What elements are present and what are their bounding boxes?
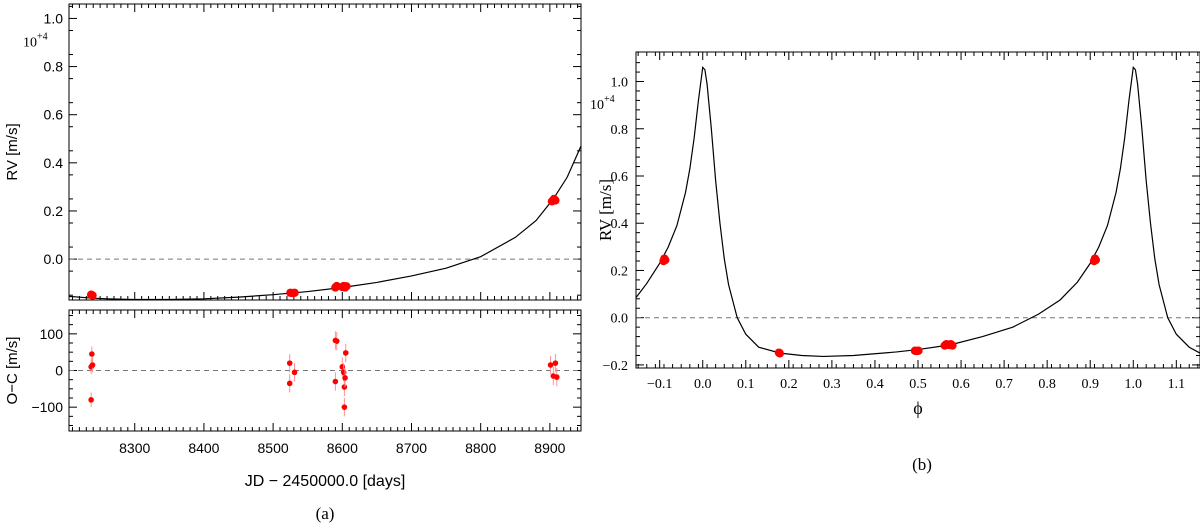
phase-x-tick-label: 0.4 <box>866 377 884 392</box>
phase-ytick-labels: −0.2 0.0 0.2 0.4 0.6 0.8 1.0 <box>603 76 628 374</box>
phase-x-tick-label: 0.5 <box>909 377 927 392</box>
rv-point <box>342 282 351 291</box>
residual-point <box>340 369 347 376</box>
bottom-x-tick-label: 8300 <box>119 440 150 456</box>
residual-point <box>342 375 348 381</box>
phase-y-tick-label: 0.4 <box>611 217 629 232</box>
phase-x-tick-label: 0.3 <box>823 377 841 392</box>
residual-point <box>89 351 95 357</box>
phase-plot-frame <box>635 51 1200 369</box>
phase-model-curve <box>635 65 1200 358</box>
bottom-x-tick-label: 8400 <box>188 440 219 456</box>
top-y-tick-label: 0.2 <box>44 203 64 219</box>
residual-point <box>332 337 339 344</box>
phase-y-tick-label: 1.0 <box>611 76 629 91</box>
phase-multiplier: 10+4 <box>590 94 615 113</box>
bottom-x-tick-label: 8800 <box>465 440 496 456</box>
rv-point <box>290 288 299 297</box>
top-model-curve <box>68 145 582 301</box>
phase-x-tick-label: 0.1 <box>737 377 755 392</box>
top-ylabel: RV [m/s] <box>4 123 21 180</box>
bottom-xlabel: JD − 2450000.0 [days] <box>245 473 406 490</box>
rv-point <box>88 291 97 300</box>
phase-ylabel: RV [m/s] <box>596 179 615 241</box>
rv-point <box>551 196 560 205</box>
bottom-xtick-labels: 8300 8400 8500 8600 8700 8800 8900 <box>119 440 565 456</box>
bottom-x-tick-label: 8700 <box>396 440 427 456</box>
phase-point <box>661 255 670 265</box>
top-y-tick-label: 0.4 <box>44 155 64 171</box>
top-plot-frame <box>68 3 582 301</box>
phase-x-tick-label: 0.9 <box>1081 377 1099 392</box>
residual-point <box>339 364 346 370</box>
caption-b: (b) <box>912 455 932 474</box>
phase-x-tick-label: 0.2 <box>780 377 798 392</box>
residual-point <box>332 378 339 385</box>
phase-point <box>914 346 923 355</box>
residual-panel: −100 0 100 8300 8400 8500 8600 8700 8800 8900 O−… <box>4 309 582 490</box>
top-y-tick-label: 0.0 <box>44 251 64 267</box>
phase-point <box>948 341 957 350</box>
bottom-plot-frame <box>68 309 582 432</box>
bottom-y-tick-label: 0 <box>55 363 63 379</box>
top-ytick-labels: 0.0 0.2 0.4 0.6 0.8 1.0 <box>44 10 64 267</box>
phase-y-tick-label: −0.2 <box>603 359 628 374</box>
bottom-x-tick-label: 8500 <box>258 440 289 456</box>
phase-point <box>1091 255 1101 265</box>
residual-point <box>547 362 554 368</box>
residual-point <box>342 350 349 356</box>
bottom-x-tick-label: 8900 <box>534 440 565 456</box>
phase-axis-ticks <box>636 52 1200 368</box>
top-multiplier: 10+4 <box>23 31 48 50</box>
residual-point <box>286 380 293 387</box>
residual-point <box>286 360 293 366</box>
top-y-tick-label: 0.8 <box>44 59 64 75</box>
bottom-y-tick-label: 100 <box>40 326 64 342</box>
bottom-residual-points <box>88 331 560 417</box>
residual-point <box>89 362 96 368</box>
residual-point <box>341 384 348 390</box>
phase-xlabel: ϕ <box>913 398 922 418</box>
phase-x-tick-label: 1.1 <box>1168 377 1186 392</box>
phase-x-tick-label: 0.6 <box>952 377 970 392</box>
bottom-ylabel: O−C [m/s] <box>4 337 21 405</box>
phase-x-tick-label: −0.1 <box>647 377 672 392</box>
phase-y-tick-label: 0.6 <box>611 170 629 185</box>
phase-xtick-labels: −0.1 0.0 0.1 0.2 0.3 0.4 0.5 0.6 0.7 0.8 0.9 1.0 1.1 <box>647 377 1185 392</box>
top-y-tick-label: 0.6 <box>44 107 64 123</box>
bottom-ytick-labels: −100 0 100 <box>31 326 63 415</box>
phase-y-tick-label: 0.2 <box>611 264 629 279</box>
top-y-tick-label: 1.0 <box>44 10 64 26</box>
bottom-y-tick-label: −100 <box>31 399 63 415</box>
residual-point <box>553 374 560 380</box>
phase-panel: −0.2 0.0 0.2 0.4 0.6 0.8 1.0 −0.1 0.0 0.1 0.2 0.3 0… <box>590 51 1200 418</box>
top-data-points <box>86 194 560 300</box>
phase-data-points <box>659 254 1101 358</box>
bottom-axis-ticks <box>69 310 581 431</box>
rv-time-panel: 0.0 0.2 0.4 0.6 0.8 1.0 10+4 RV [m/s] <box>4 3 582 301</box>
residual-point <box>552 360 559 366</box>
phase-x-tick-label: 1.0 <box>1125 377 1143 392</box>
phase-x-tick-label: 0.8 <box>1038 377 1056 392</box>
phase-y-tick-label: 0.0 <box>611 312 629 327</box>
phase-y-tick-label: 0.8 <box>611 123 629 138</box>
phase-x-tick-label: 0.0 <box>694 377 712 392</box>
residual-point <box>341 404 348 410</box>
residual-point <box>88 397 94 403</box>
phase-x-tick-label: 0.7 <box>995 377 1013 392</box>
caption-a: (a) <box>316 504 335 523</box>
bottom-x-tick-label: 8600 <box>327 440 358 456</box>
phase-point <box>775 349 784 358</box>
top-axis-ticks <box>69 4 581 300</box>
residual-point <box>291 369 298 376</box>
